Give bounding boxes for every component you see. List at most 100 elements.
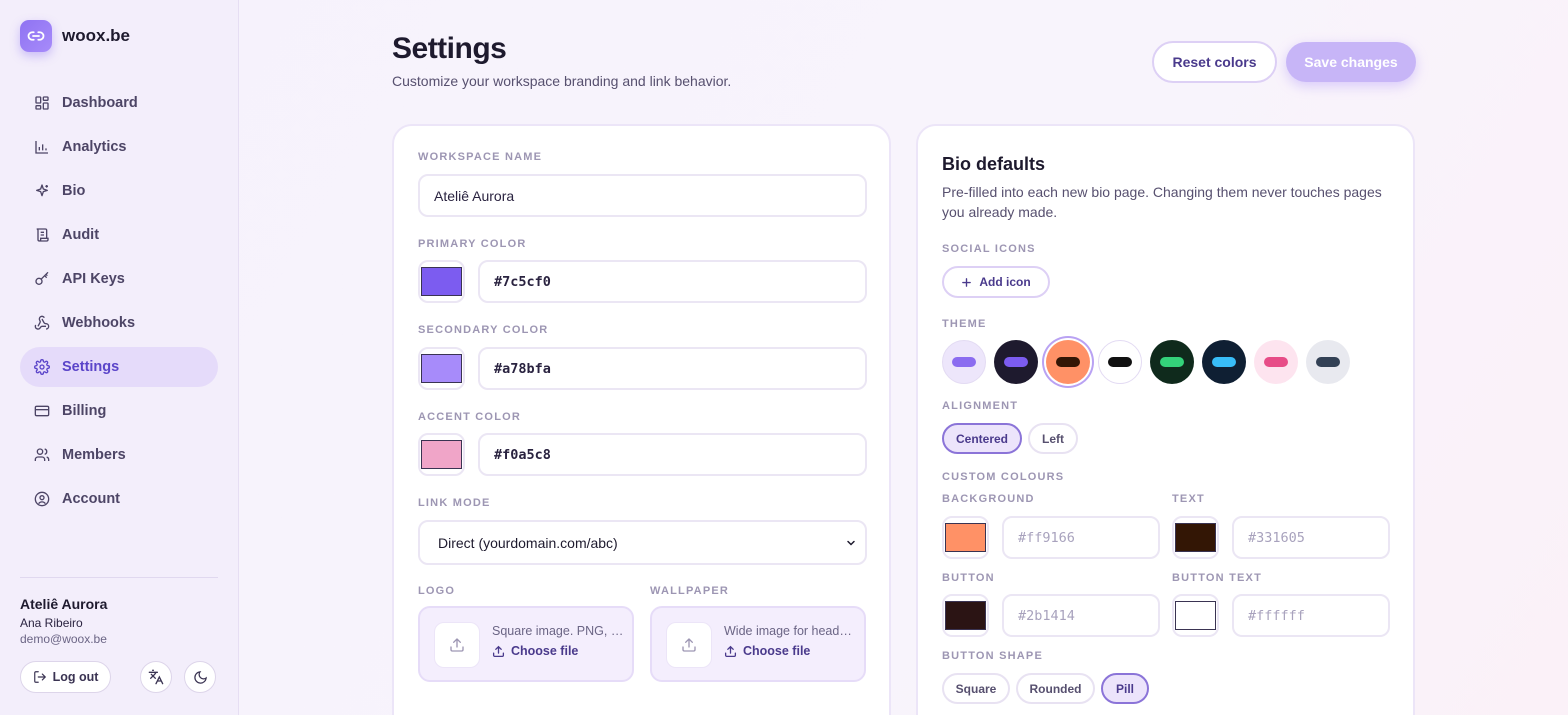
sidebar-item-billing[interactable]: Billing: [20, 391, 218, 431]
bio-defaults-title: Bio defaults: [942, 154, 1046, 174]
link-mode-select[interactable]: Direct (yourdomain.com/abc): [418, 520, 867, 565]
sidebar-item-settings[interactable]: Settings: [20, 347, 218, 387]
logo-upload[interactable]: Square image. PNG, JPG or SVG. Choose fi…: [418, 606, 634, 682]
theme-option[interactable]: [1150, 340, 1194, 384]
upload-icon: [724, 645, 737, 657]
bio-defaults-description: Pre-filled into each new bio page. Chang…: [942, 184, 1382, 220]
sidebar-item-label: Analytics: [62, 139, 127, 155]
link-icon: [20, 20, 52, 52]
upload-icon: [434, 622, 480, 668]
save-changes-button[interactable]: Save changes: [1286, 42, 1416, 82]
secondary-color-label: SECONDARY COLOR: [418, 324, 549, 336]
button-text-color-input[interactable]: #ffffff: [1232, 594, 1390, 637]
analytics-icon: [35, 141, 48, 154]
logo-hint: Square image. PNG, JPG or SVG.: [492, 624, 624, 638]
sidebar-nav: Dashboard Analytics Bio Audit API Keys W…: [20, 83, 218, 523]
sidebar-item-label: Audit: [62, 227, 100, 243]
button-text-color-swatch[interactable]: [1172, 594, 1219, 637]
theme-option[interactable]: [994, 340, 1038, 384]
social-icons-label: SOCIAL ICONS: [942, 243, 1036, 255]
theme-option[interactable]: [942, 340, 986, 384]
theme-label: THEME: [942, 318, 987, 330]
sparkle-icon: [36, 184, 48, 197]
sidebar-item-audit[interactable]: Audit: [20, 215, 218, 255]
primary-color-swatch[interactable]: [418, 260, 465, 303]
dark-mode-button[interactable]: [184, 661, 216, 693]
background-color-input[interactable]: #ff9166: [1002, 516, 1160, 559]
sidebar: woox.be Dashboard Analytics Bio Audit AP…: [0, 0, 239, 715]
choose-file-label: Choose file: [743, 644, 811, 658]
upload-icon: [492, 645, 505, 657]
primary-color-label: PRIMARY COLOR: [418, 238, 527, 250]
translate-icon: [148, 669, 164, 685]
logout-icon: [33, 671, 46, 683]
sidebar-item-label: API Keys: [62, 271, 125, 287]
accent-color-swatch[interactable]: [418, 433, 465, 476]
sidebar-item-dashboard[interactable]: Dashboard: [20, 83, 218, 123]
brand-name: woox.be: [62, 26, 131, 45]
shape-square-option[interactable]: Square: [942, 673, 1010, 704]
bio-defaults-card: Bio defaults Pre-filled into each new bi…: [916, 124, 1415, 715]
theme-option-selected[interactable]: [1046, 340, 1090, 384]
button-color-swatch[interactable]: [942, 594, 989, 637]
alignment-left-option[interactable]: Left: [1028, 423, 1078, 454]
gear-icon: [34, 359, 50, 375]
sidebar-item-webhooks[interactable]: Webhooks: [20, 303, 218, 343]
text-color-input[interactable]: #331605: [1232, 516, 1390, 559]
moon-icon: [193, 670, 207, 684]
workspace-name-input[interactable]: Ateliê Aurora: [418, 174, 867, 217]
sidebar-item-api-keys[interactable]: API Keys: [20, 259, 218, 299]
add-icon-label: Add icon: [979, 275, 1031, 289]
sidebar-item-label: Settings: [62, 359, 120, 375]
theme-option[interactable]: [1098, 340, 1142, 384]
custom-colours-label: CUSTOM COLOURS: [942, 471, 1065, 483]
webhook-icon: [34, 315, 50, 330]
theme-option[interactable]: [1254, 340, 1298, 384]
sidebar-item-bio[interactable]: Bio: [20, 171, 218, 211]
user-workspace: Ateliê Aurora: [20, 596, 108, 612]
link-mode-label: LINK MODE: [418, 497, 491, 509]
text-color-swatch[interactable]: [1172, 516, 1219, 559]
page-subtitle: Customize your workspace branding and li…: [392, 73, 732, 89]
sidebar-item-analytics[interactable]: Analytics: [20, 127, 218, 167]
shape-rounded-option[interactable]: Rounded: [1016, 673, 1095, 704]
secondary-color-swatch[interactable]: [418, 347, 465, 390]
logo-label: LOGO: [418, 585, 456, 597]
wallpaper-choose-file[interactable]: Choose file: [724, 644, 810, 658]
wallpaper-label: WALLPAPER: [650, 585, 730, 597]
accent-color-input[interactable]: #f0a5c8: [478, 433, 867, 476]
users-icon: [34, 448, 50, 461]
logo-choose-file[interactable]: Choose file: [492, 644, 578, 658]
reset-colors-button[interactable]: Reset colors: [1152, 41, 1277, 83]
sidebar-item-label: Bio: [62, 183, 86, 199]
language-button[interactable]: [140, 661, 172, 693]
link-mode-value: Direct (yourdomain.com/abc): [438, 534, 618, 551]
alignment-label: ALIGNMENT: [942, 400, 1019, 412]
primary-color-input[interactable]: #7c5cf0: [478, 260, 867, 303]
add-icon-button[interactable]: Add icon: [942, 266, 1050, 298]
sidebar-divider: [20, 577, 218, 578]
alignment-centered-option[interactable]: Centered: [942, 423, 1022, 454]
button-color-input[interactable]: #2b1414: [1002, 594, 1160, 637]
logout-button[interactable]: Log out: [20, 661, 111, 693]
background-color-swatch[interactable]: [942, 516, 989, 559]
sidebar-item-account[interactable]: Account: [20, 479, 218, 519]
wallpaper-upload[interactable]: Wide image for header background. Choose…: [650, 606, 866, 682]
key-icon: [35, 271, 49, 285]
workspace-settings-card: WORKSPACE NAME Ateliê Aurora PRIMARY COL…: [392, 124, 891, 715]
choose-file-label: Choose file: [511, 644, 579, 658]
sidebar-item-label: Dashboard: [62, 95, 138, 111]
theme-option[interactable]: [1306, 340, 1350, 384]
shape-pill-option[interactable]: Pill: [1101, 673, 1149, 704]
scroll-icon: [36, 228, 49, 242]
brand[interactable]: woox.be: [20, 20, 130, 52]
logout-label: Log out: [52, 670, 99, 684]
button-color-label: BUTTON: [942, 572, 995, 584]
page-title: Settings: [392, 32, 507, 65]
sidebar-item-label: Webhooks: [62, 315, 136, 331]
theme-option[interactable]: [1202, 340, 1246, 384]
accent-color-label: ACCENT COLOR: [418, 411, 522, 423]
text-color-label: TEXT: [1172, 493, 1205, 505]
sidebar-item-members[interactable]: Members: [20, 435, 218, 475]
secondary-color-input[interactable]: #a78bfa: [478, 347, 867, 390]
